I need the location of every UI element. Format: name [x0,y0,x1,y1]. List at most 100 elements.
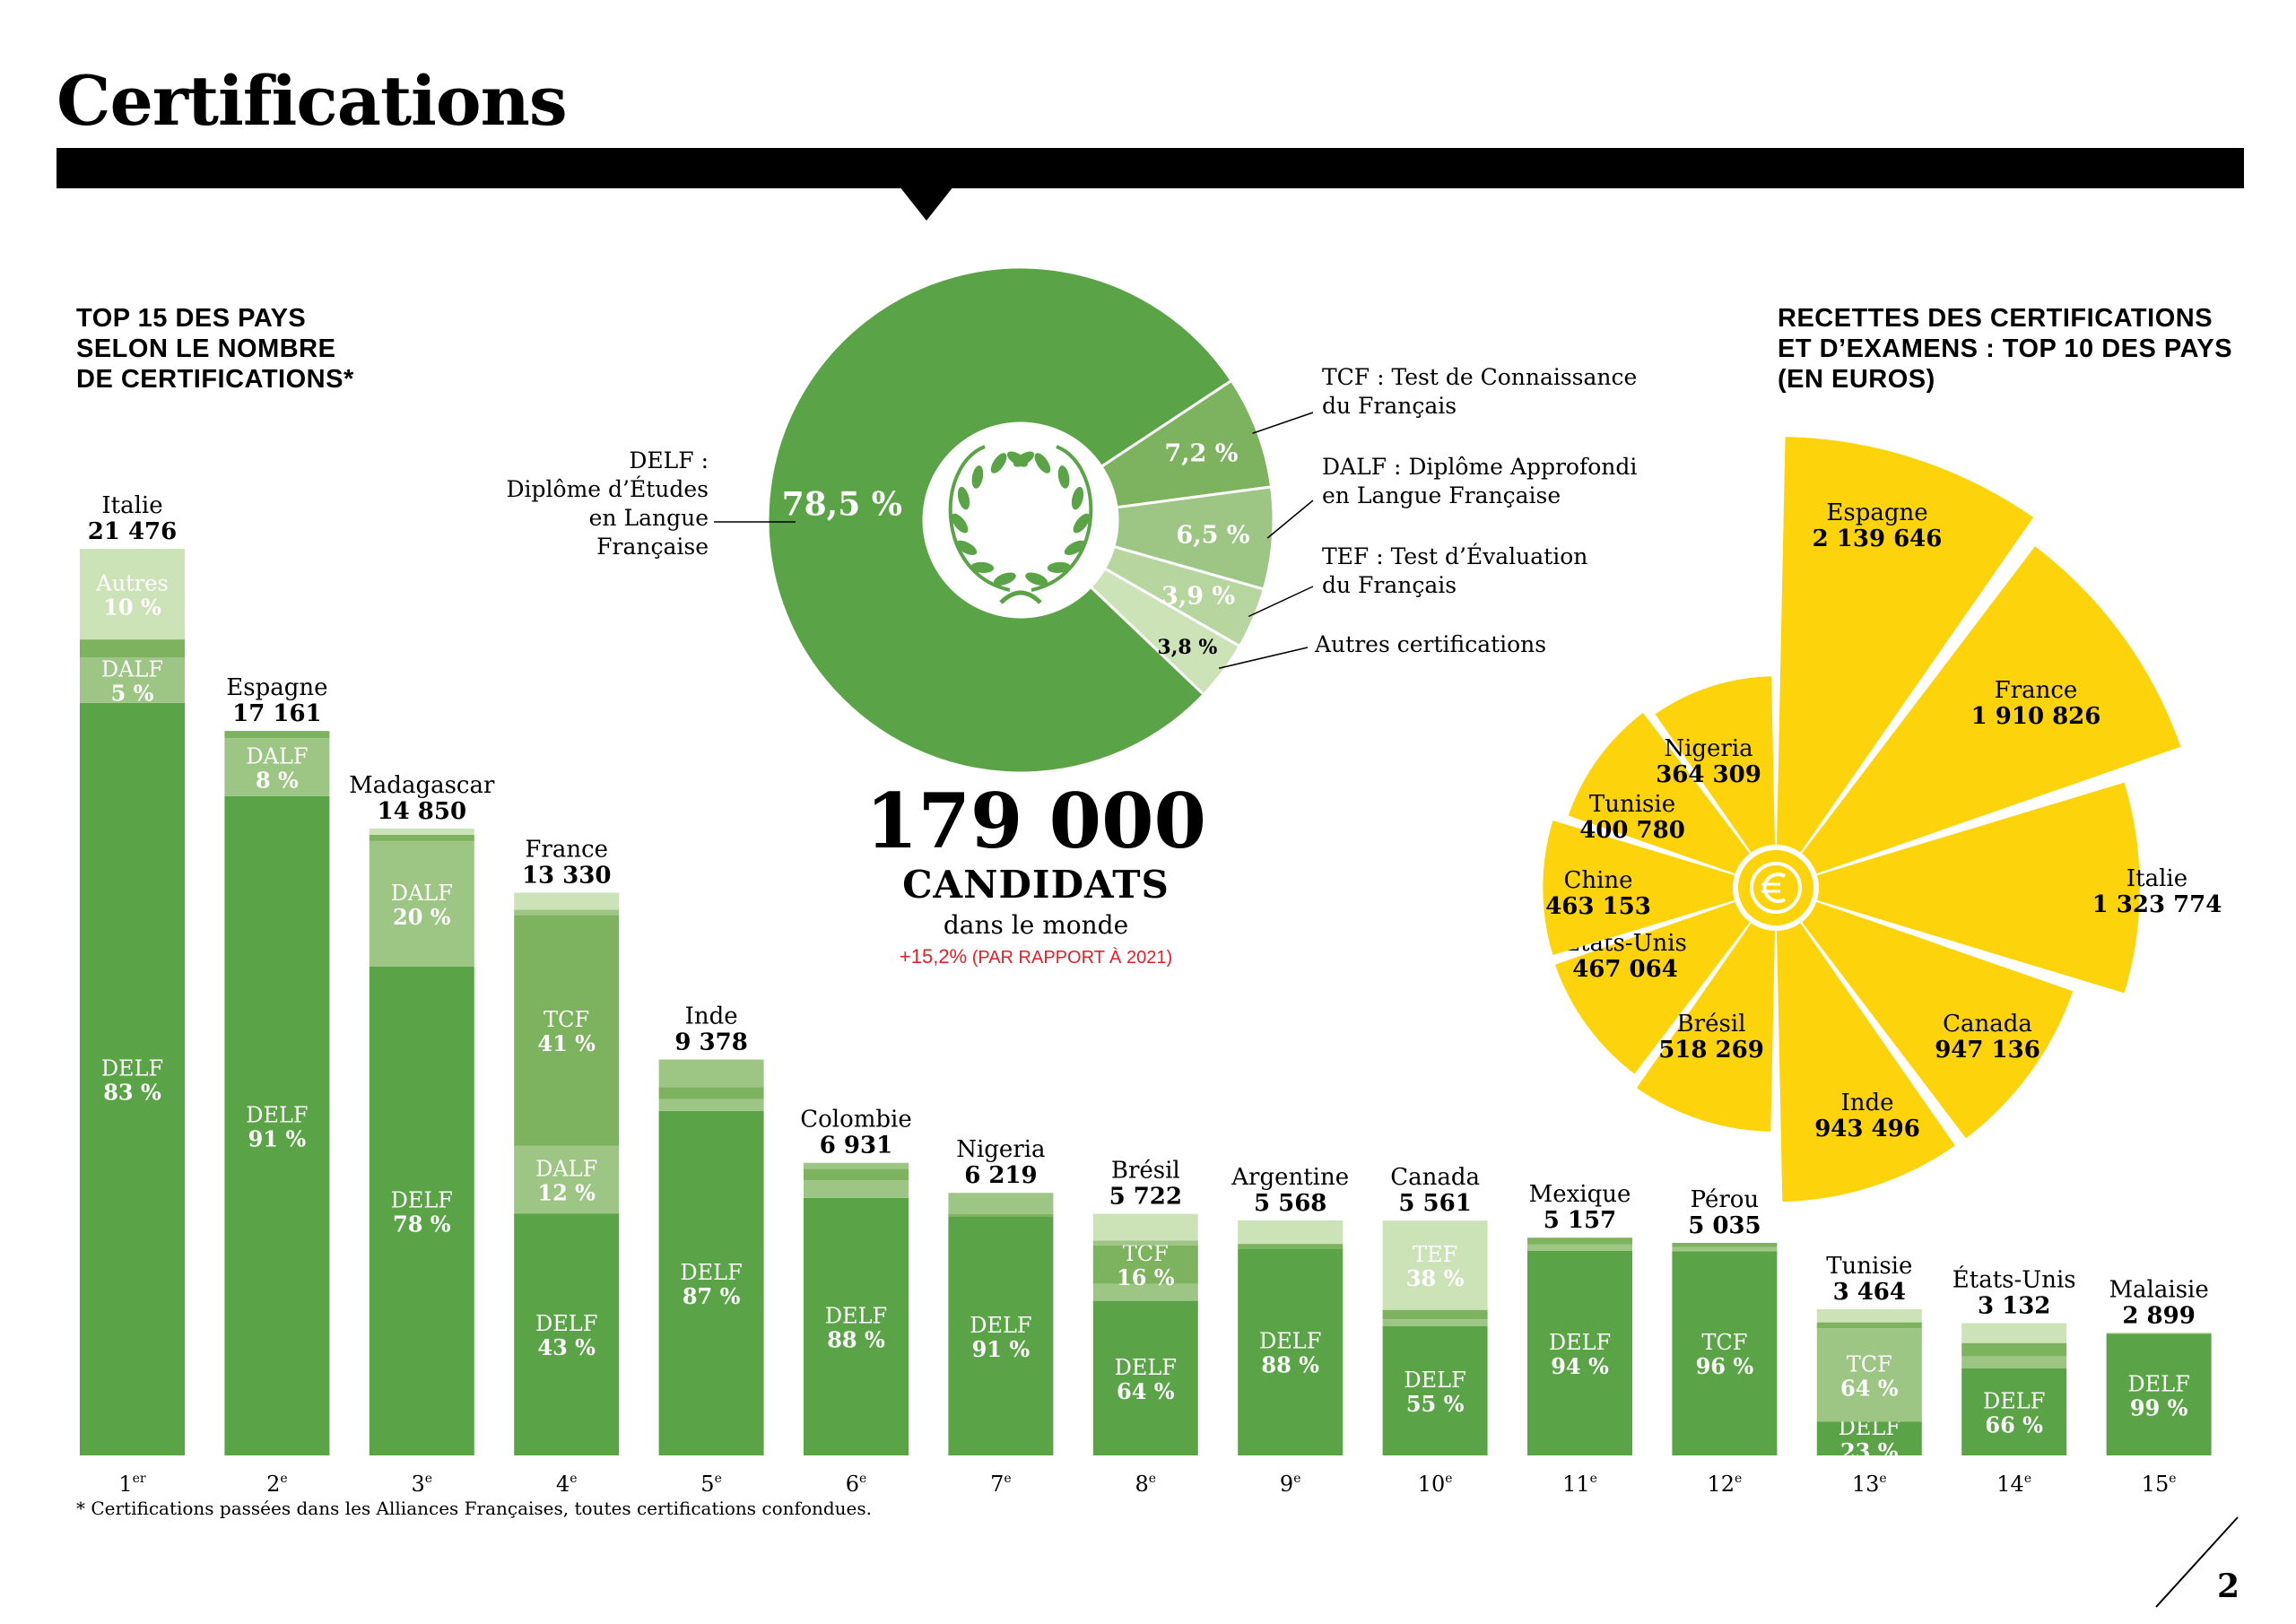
bar-segment-bresil-2 [1092,1245,1198,1284]
bar-segment-pct-italie-3: 10 % [103,595,161,621]
bar-segment-bresil-4 [1092,1213,1198,1241]
bar-segment-inde-3 [658,1059,764,1088]
bar-segment-nigeria-1 [948,1213,1054,1217]
bar-segment-label-madagascar-1: DALF [391,881,453,906]
bar-segment-bresil-1 [1092,1283,1198,1301]
donut-label-delf-line-2: Diplôme d’Études [506,476,709,502]
revenue-section-title-line-1: RECETTES DES CERTIFICATIONS [1778,304,2213,333]
revenue-value-label-espagne: 2 139 646 [1813,525,1943,552]
bar-segment-italie-2 [80,639,185,658]
donut-label-autres: Autres certifications [1315,630,1546,659]
bar-section-title-line-1: TOP 15 DES PAYS [76,304,307,333]
bar-segment-pct-perou-0: 96 % [1696,1353,1754,1379]
bar-country-label-mexique: Mexique [1529,1181,1631,1208]
bar-segment-etats-unis-0 [1961,1368,2067,1455]
revenue-section-title-line-2: ET D’EXAMENS : TOP 10 DES PAYS [1778,334,2233,363]
bar-rank-label-4: 4e [556,1472,578,1497]
bar-segment-madagascar-2 [369,834,474,841]
bar-country-label-bresil: Brésil [1111,1158,1180,1185]
donut-label-tcf: TCF : Test de Connaissance du Français [1322,363,1637,421]
bar-rank-label-12: 12e [1707,1472,1742,1497]
revenue-sector-canada [1802,901,2074,1139]
euro-icon-background [1738,850,1813,925]
page-title: Certifications [57,61,568,141]
euro-icon [1738,850,1813,925]
bar-segment-label-espagne-1: DALF [246,744,308,769]
bar-segment-label-argentine-0: DELF [1259,1329,1321,1354]
bar-value-label-canada: 5 561 [1398,1190,1471,1217]
revenue-sector-inde [1777,923,1955,1203]
footnote: * Certifications passées dans les Allian… [76,1498,873,1519]
bar-segment-label-canada-0: DELF [1404,1368,1465,1393]
bar-segment-italie-0 [80,702,185,1455]
donut-label-tcf-line-1: TCF : Test de Connaissance [1322,364,1638,390]
revenue-country-label-italie: Italie [2126,865,2187,892]
bar-segment-pct-italie-0: 83 % [103,1079,161,1105]
bar-segment-argentine-2 [1238,1220,1344,1245]
bar-segment-label-nigeria-0: DELF [970,1313,1031,1338]
laurel-leaf [990,453,1007,473]
bar-segment-italie-3 [80,549,185,640]
bar-segment-pct-mexique-0: 94 % [1551,1353,1609,1379]
bar-segment-label-inde-0: DELF [680,1260,742,1285]
donut-label-tef: TEF : Test d’Évaluation du Français [1322,543,1587,600]
donut-label-dalf: DALF : Diplôme Approfondi en Langue Fran… [1322,453,1637,510]
bar-segment-perou-2 [1672,1242,1778,1247]
bar-country-label-inde: Inde [685,1003,738,1030]
bar-segment-france-1 [514,1145,620,1214]
bar-segment-pct-espagne-0: 91 % [248,1125,307,1151]
revenue-value-label-etats-unis: 467 064 [1572,956,1678,983]
bar-segment-pct-tunisie-0: 23 % [1840,1438,1899,1464]
bar-segment-pct-espagne-1: 8 % [256,768,299,794]
bar-segment-italie-1 [80,657,185,703]
bar-segment-etats-unis-1 [1961,1356,2067,1368]
bar-segment-colombie-3 [804,1162,909,1169]
bar-segment-colombie-1 [804,1180,909,1198]
bar-value-label-italie: 21 476 [88,518,178,545]
bar-value-label-perou: 5 035 [1688,1212,1761,1239]
bar-segment-pct-tunisie-1: 64 % [1840,1375,1899,1401]
bar-segment-label-etats-unis-0: DELF [1983,1388,2045,1413]
bar-section-title-line-3: DE CERTIFICATIONS* [76,365,354,394]
page-corner-slash [2155,1516,2239,1608]
bar-segment-label-italie-1: DALF [101,657,163,682]
bar-rank-label-15: 15e [2142,1472,2177,1497]
euro-icon-ring [1750,862,1802,914]
bar-value-label-espagne: 17 161 [232,700,322,727]
bar-segment-pct-madagascar-0: 78 % [393,1211,451,1237]
bar-rank-label-10: 10e [1418,1472,1453,1497]
bar-segment-label-italie-0: DELF [101,1055,163,1081]
growth-note: +15,2% (PAR RAPPORT À 2021) [789,943,1283,971]
donut-label-delf-line-3: en Langue Française [588,505,709,560]
revenue-value-label-inde: 943 496 [1814,1116,1920,1142]
bar-segment-label-colombie-0: DELF [825,1303,887,1328]
revenue-value-label-tunisie: 400 780 [1579,817,1685,844]
bar-rank-label-6: 6e [846,1472,867,1497]
bar-rank-label-3: 3e [412,1472,433,1497]
bar-value-label-bresil: 5 722 [1109,1184,1182,1211]
bar-segment-etats-unis-2 [1961,1342,2067,1357]
total-value: 179 000 [865,777,1206,865]
bar-value-label-malaisie: 2 899 [2122,1303,2195,1330]
growth-reference: (PAR RAPPORT À 2021) [971,948,1173,968]
bar-value-label-france: 13 330 [522,862,612,889]
donut-leader-dalf [1266,499,1314,539]
bar-segment-label-madagascar-0: DELF [391,1187,453,1212]
bar-segment-mexique-2 [1527,1238,1632,1245]
revenue-sector-espagne [1777,437,2034,853]
bar-country-label-perou: Pérou [1691,1186,1760,1213]
revenue-sector-italie [1816,782,2140,994]
bar-country-label-canada: Canada [1390,1164,1480,1191]
donut-label-dalf-line-1: DALF : Diplôme Approfondi [1322,454,1638,480]
bar-segment-pct-france-1: 12 % [537,1180,596,1206]
bar-segment-inde-1 [658,1099,764,1111]
bar-segment-pct-colombie-0: 88 % [827,1326,885,1352]
total-block: 179 000 CANDIDATS dans le monde +15,2% (… [789,780,1283,971]
bar-segment-label-italie-3: Autres [95,571,168,596]
bar-segment-malaisie-1 [2106,1333,2212,1334]
donut-slice-autres-certifications [1089,566,1242,697]
bar-segment-pct-canada-3: 38 % [1406,1265,1465,1291]
bar-segment-pct-bresil-0: 64 % [1117,1378,1175,1404]
